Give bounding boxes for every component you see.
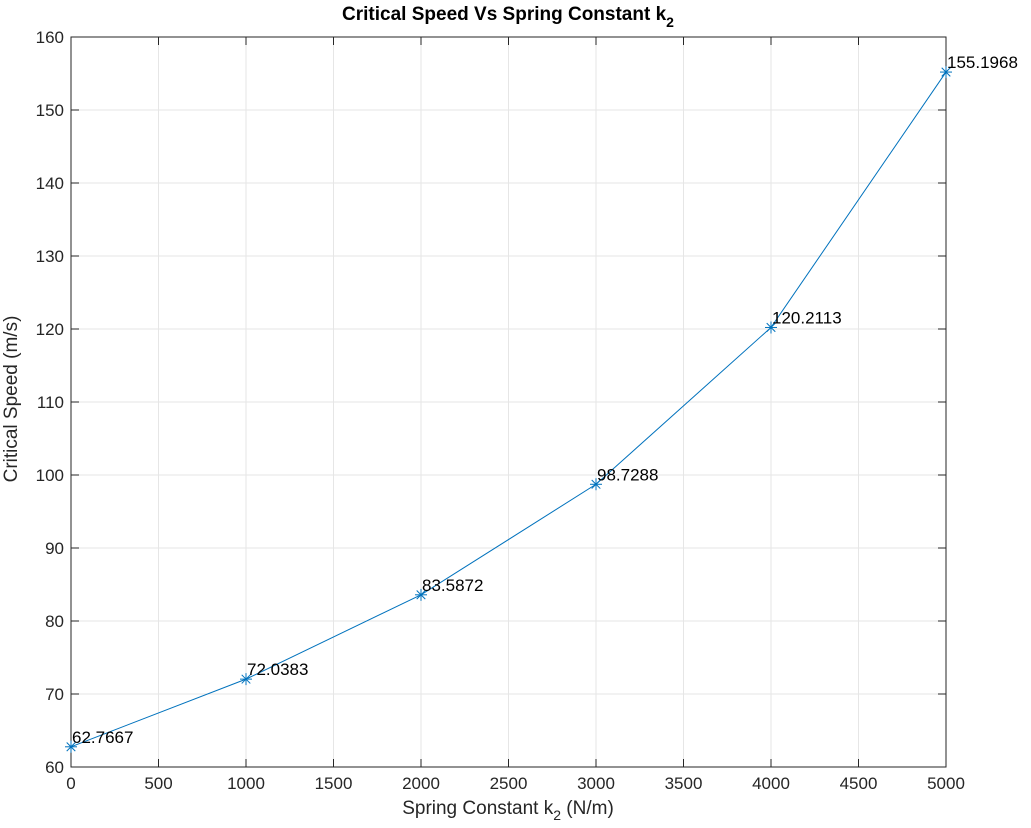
x-tick-label: 3500: [665, 774, 703, 793]
data-label: 98.7288: [597, 465, 658, 484]
x-tick-label: 4000: [752, 774, 790, 793]
y-tick-label: 130: [36, 247, 64, 266]
x-axis-label: Spring Constant k2 (N/m): [402, 798, 614, 823]
data-labels: 62.7667 72.0383 83.5872 98.7288 120.2113 155.…: [72, 53, 1018, 747]
y-tick-label: 140: [36, 174, 64, 193]
y-tick-label: 150: [36, 101, 64, 120]
data-point-marker: [240, 673, 252, 686]
y-tick-label: 100: [36, 466, 64, 485]
series-line: [70, 71, 947, 748]
data-point-marker: [415, 588, 427, 601]
y-axis-ticks: 60 70 80 90 100 110 120 130 140 150 160: [36, 28, 946, 777]
y-tick-label: 80: [45, 612, 64, 631]
x-tick-label: 2500: [490, 774, 528, 793]
data-point-marker: [65, 740, 77, 753]
data-label: 72.0383: [247, 660, 308, 679]
x-tick-label: 500: [144, 774, 172, 793]
data-label: 62.7667: [72, 728, 133, 747]
y-tick-label: 90: [45, 539, 64, 558]
series-group: [70, 71, 947, 748]
x-tick-label: 1500: [315, 774, 353, 793]
data-markers: [65, 66, 952, 753]
x-tick-label: 1000: [227, 774, 265, 793]
data-point-marker: [590, 478, 602, 491]
data-point-marker: [940, 66, 952, 79]
x-tick-label: 2000: [402, 774, 440, 793]
x-tick-label: 0: [66, 774, 75, 793]
x-tick-label: 5000: [927, 774, 965, 793]
x-tick-label: 4500: [840, 774, 878, 793]
y-axis-label: Critical Speed (m/s): [1, 316, 22, 483]
data-label: 83.5872: [422, 576, 483, 595]
y-tick-label: 70: [45, 685, 64, 704]
chart-title: Critical Speed Vs Spring Constant k2: [342, 4, 674, 30]
y-tick-label: 120: [36, 320, 64, 339]
y-tick-label: 110: [37, 393, 64, 412]
y-tick-label: 160: [36, 28, 64, 47]
data-point-marker: [765, 321, 777, 334]
x-tick-label: 3000: [577, 774, 615, 793]
y-tick-label: 60: [45, 758, 64, 777]
data-label: 120.2113: [772, 308, 842, 327]
data-label: 155.1968: [947, 53, 1018, 72]
x-axis-ticks: 0 500 1000 1500 2000 2500 3000 3500 4000 4500 5000: [66, 37, 965, 793]
